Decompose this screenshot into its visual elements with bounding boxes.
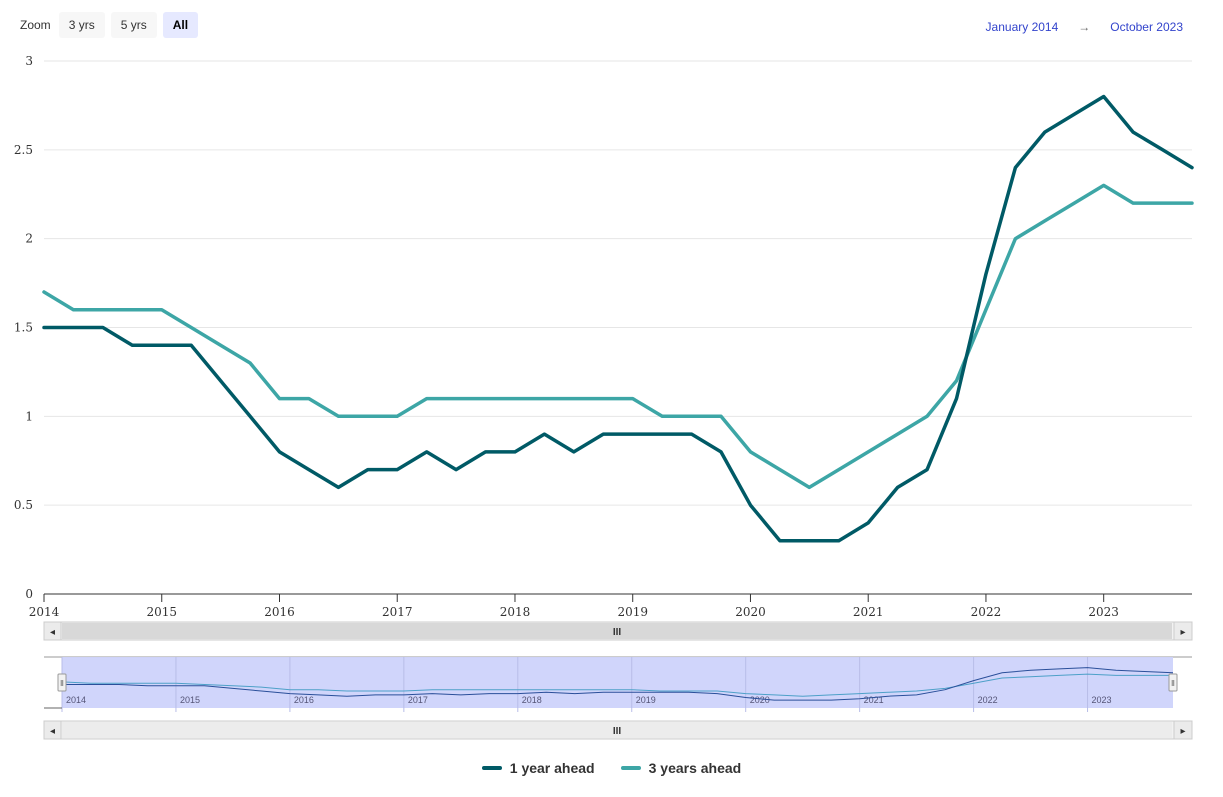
x-tick-label: 2023 — [1088, 605, 1119, 619]
y-tick-label: 0 — [25, 587, 33, 601]
legend-label: 3 years ahead — [648, 760, 742, 776]
drag-handle-icon: Ⅱ — [60, 679, 64, 688]
scrollbar-thumb[interactable] — [62, 623, 1172, 639]
navigator-tick-label: 2014 — [66, 695, 86, 705]
navigator-tick-label: 2023 — [1092, 695, 1112, 705]
navigator-selection[interactable] — [62, 657, 1173, 708]
y-tick-label: 1 — [25, 409, 33, 423]
scrollbar-thumb[interactable] — [62, 722, 1172, 738]
date-range: January 2014 → October 2023 — [986, 20, 1183, 34]
range-to[interactable]: October 2023 — [1110, 20, 1183, 34]
navigator-right-handle[interactable] — [1168, 673, 1178, 692]
navigator-series-3-years-ahead — [61, 673, 1173, 697]
zoom-5yrs-button[interactable]: 5 yrs — [110, 11, 157, 38]
legend-item-3-years-ahead[interactable]: 3 years ahead — [620, 760, 742, 776]
legend-swatch-icon — [620, 766, 641, 770]
x-tick-label: 2015 — [146, 605, 177, 619]
scroll-right-button[interactable] — [1173, 720, 1193, 740]
range-from[interactable]: January 2014 — [985, 20, 1059, 34]
scroll-left-button[interactable] — [43, 621, 62, 641]
arrow-right-icon: → — [1078, 20, 1091, 34]
navigator-tick-label: 2018 — [522, 695, 542, 705]
scrollbar-grip-icon: III — [613, 627, 622, 638]
navigator-tick-label: 2022 — [978, 695, 998, 705]
navigator-tick-label: 2019 — [636, 695, 656, 705]
scroll-right-button[interactable] — [1173, 621, 1193, 641]
legend-item-1-year-ahead[interactable]: 1 year ahead — [481, 760, 595, 776]
series-line-3-years-ahead[interactable] — [42, 183, 1194, 490]
series-line-1-year-ahead[interactable] — [42, 94, 1194, 543]
x-tick-label: 2017 — [382, 605, 413, 619]
zoom-3yrs-button[interactable]: 3 yrs — [58, 11, 105, 38]
y-tick-label: 3 — [25, 54, 33, 68]
navigator-tick-label: 2020 — [750, 695, 770, 705]
y-tick-label: 2 — [25, 232, 33, 246]
x-tick-label: 2021 — [853, 605, 884, 619]
x-tick-label: 2018 — [500, 605, 531, 619]
y-tick-label: 1.5 — [14, 321, 33, 335]
legend-label: 1 year ahead — [509, 760, 595, 776]
zoom-controls: Zoom 3 yrs 5 yrs All — [20, 11, 199, 38]
y-tick-label: 0.5 — [14, 498, 33, 512]
navigator-tick-label: 2015 — [180, 695, 200, 705]
x-tick-label: 2022 — [971, 605, 1002, 619]
zoom-all-button[interactable]: All — [162, 11, 199, 38]
navigator-tick-label: 2021 — [864, 695, 884, 705]
x-tick-label: 2016 — [264, 605, 295, 619]
arrow-left-icon: ◂ — [50, 726, 55, 737]
zoom-label: Zoom — [20, 17, 51, 32]
navigator-tick-label: 2016 — [294, 695, 314, 705]
x-tick-label: 2020 — [735, 605, 766, 619]
drag-handle-icon: Ⅱ — [1171, 679, 1175, 688]
arrow-left-icon: ◂ — [50, 627, 55, 638]
arrow-right-icon: ▸ — [1180, 627, 1185, 638]
scroll-left-button[interactable] — [43, 720, 62, 740]
arrow-right-icon: ▸ — [1180, 726, 1185, 737]
legend: 1 year ahead 3 years ahead — [0, 760, 1223, 776]
navigator-series-1-year-ahead — [62, 667, 1174, 701]
y-tick-label: 2.5 — [14, 143, 33, 157]
navigator-left-handle[interactable] — [57, 673, 67, 692]
x-tick-label: 2019 — [617, 605, 648, 619]
navigator-tick-label: 2017 — [408, 695, 428, 705]
x-tick-label: 2014 — [29, 605, 60, 619]
scrollbar-grip-icon: III — [613, 726, 622, 737]
legend-swatch-icon — [481, 766, 502, 770]
